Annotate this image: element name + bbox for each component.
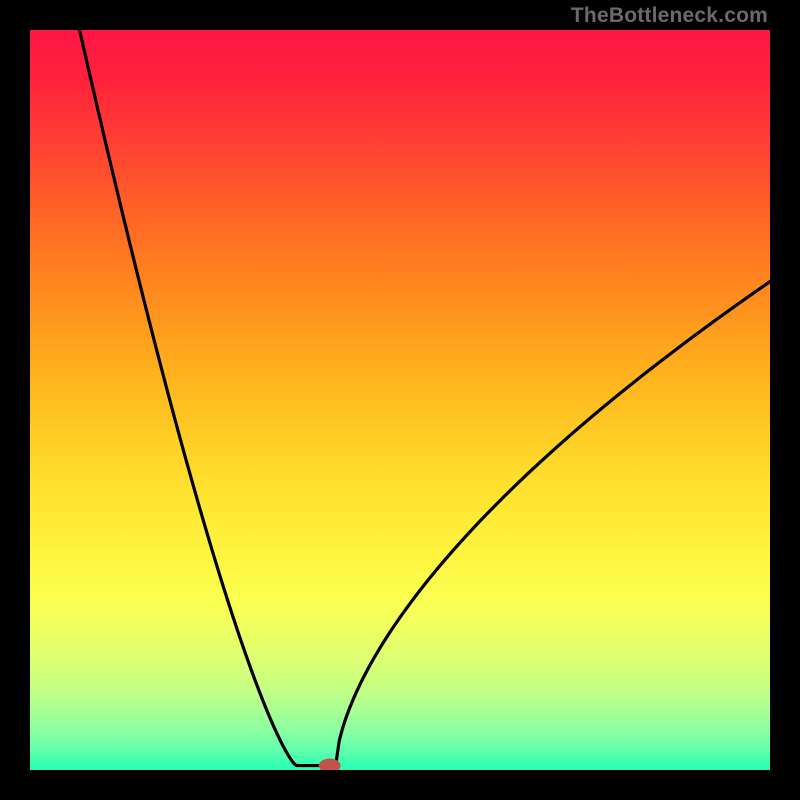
watermark-text: TheBottleneck.com: [571, 4, 768, 28]
gradient-background: [30, 30, 770, 770]
plot-svg: [30, 30, 770, 770]
plot-area: [30, 30, 770, 770]
